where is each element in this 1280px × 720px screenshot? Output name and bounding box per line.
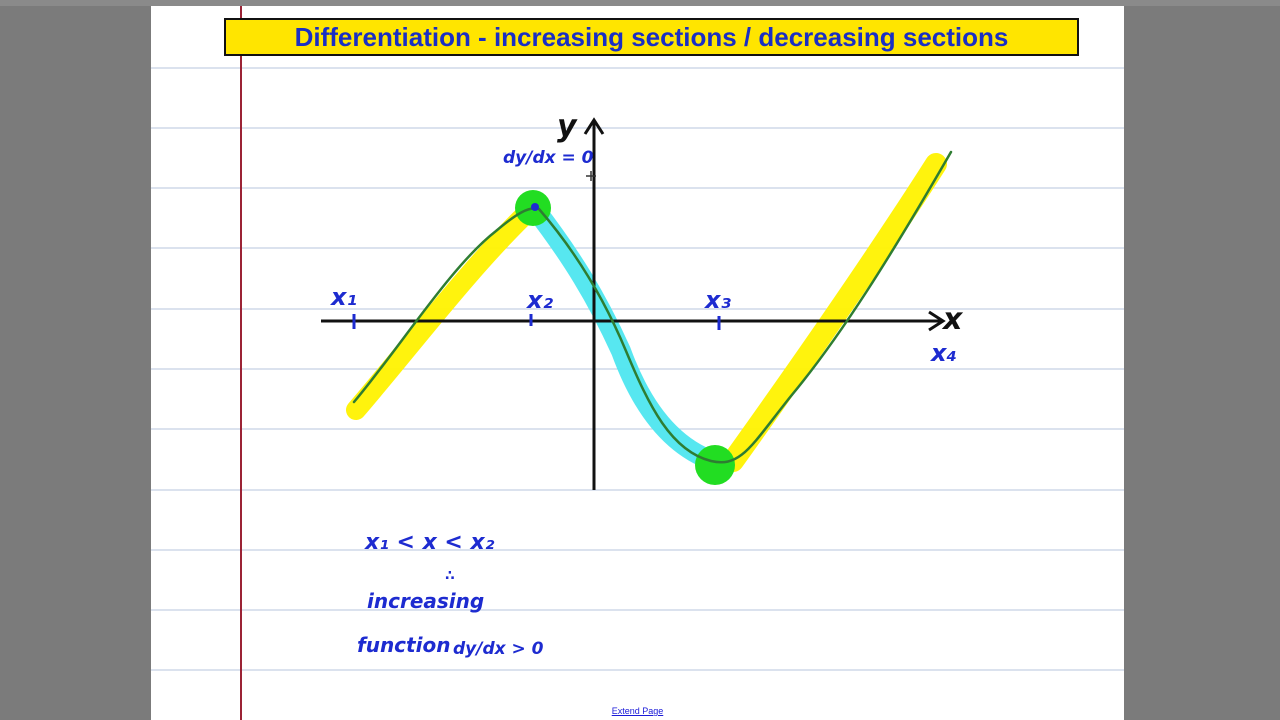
- increasing-highlight-left: [346, 199, 541, 420]
- top-strip: [0, 0, 1280, 6]
- note-increasing: increasing: [367, 589, 484, 613]
- x-axis-label: x: [941, 302, 964, 337]
- cursor-icon: [586, 171, 596, 181]
- right-gutter: [1124, 6, 1280, 720]
- graph-drawing[interactable]: y x x₁ x₂ x₃ x₄ dy/dx = 0 x₁ < x < x₂ ∴ …: [151, 6, 1124, 720]
- decreasing-highlight: [525, 199, 723, 471]
- label-x1: x₁: [330, 283, 357, 311]
- label-x3: x₃: [704, 286, 731, 314]
- y-axis-label: y: [557, 109, 578, 144]
- max-point-dot: [531, 203, 539, 211]
- y-axis-arrow-icon: [583, 117, 605, 135]
- increasing-highlight-right: [722, 153, 947, 472]
- label-x4: x₄: [930, 339, 957, 367]
- label-x2: x₂: [526, 286, 553, 314]
- stationary-point-min[interactable]: [695, 445, 735, 485]
- x-axis-arrow-icon: [928, 310, 946, 332]
- therefore-symbol: ∴: [445, 568, 455, 584]
- title-banner: Differentiation - increasing sections / …: [224, 18, 1079, 56]
- note-condition: dy/dx > 0: [453, 639, 544, 659]
- stationary-derivative-note: dy/dx = 0: [503, 148, 594, 168]
- note-function: function: [357, 633, 450, 657]
- notebook-page: Differentiation - increasing sections / …: [151, 6, 1124, 720]
- margin-line: [240, 6, 242, 720]
- inequality-note: x₁ < x < x₂: [364, 530, 495, 555]
- function-curve: [352, 150, 953, 464]
- ruled-lines: [151, 67, 1124, 671]
- page-title: Differentiation - increasing sections / …: [294, 21, 1009, 52]
- extend-page-link[interactable]: Extend Page: [611, 706, 664, 716]
